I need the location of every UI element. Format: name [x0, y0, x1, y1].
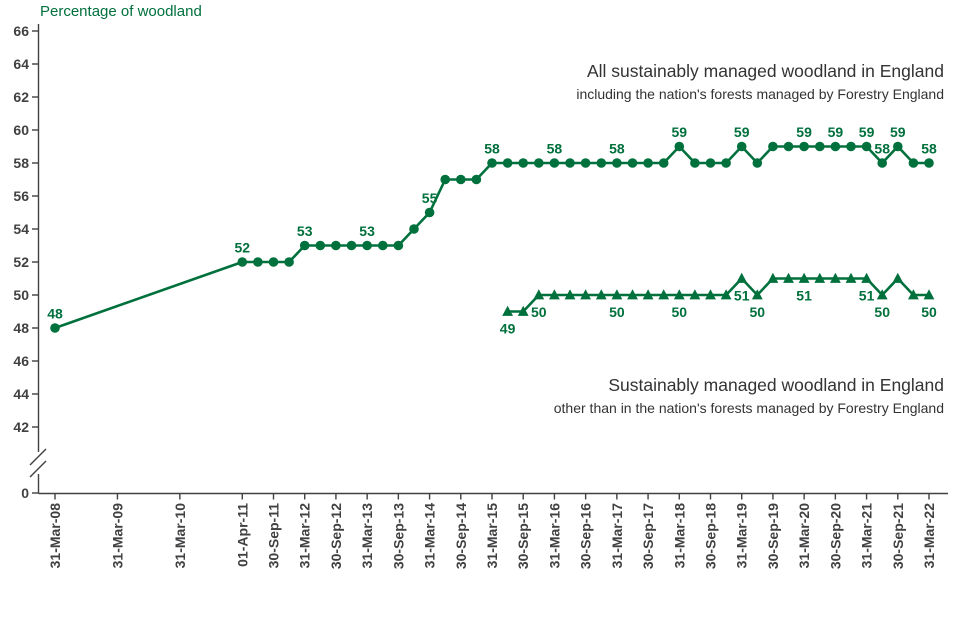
svg-text:60: 60 — [13, 122, 29, 138]
svg-text:59: 59 — [734, 124, 750, 140]
svg-text:59: 59 — [828, 124, 844, 140]
svg-text:55: 55 — [422, 190, 438, 206]
svg-text:30-Sep-19: 30-Sep-19 — [765, 503, 781, 569]
svg-text:59: 59 — [672, 124, 688, 140]
svg-text:59: 59 — [890, 124, 906, 140]
svg-text:50: 50 — [672, 304, 688, 320]
y-axis-title: Percentage of woodland — [40, 3, 202, 20]
series2-annotation-subtitle: other than in the nation's forests manag… — [553, 400, 944, 416]
x-tick-labels: 31-Mar-08 31-Mar-09 31-Mar-10 01-Apr-11 30-S… — [47, 503, 937, 569]
y-axis — [32, 24, 40, 494]
svg-text:64: 64 — [13, 56, 29, 72]
svg-text:52: 52 — [13, 254, 29, 270]
svg-text:58: 58 — [609, 141, 625, 157]
svg-text:50: 50 — [531, 304, 547, 320]
svg-text:46: 46 — [13, 353, 29, 369]
svg-text:50: 50 — [874, 304, 890, 320]
svg-text:58: 58 — [547, 141, 563, 157]
svg-text:30-Sep-21: 30-Sep-21 — [890, 503, 906, 569]
svg-text:51: 51 — [859, 288, 875, 304]
svg-text:30-Sep-18: 30-Sep-18 — [703, 503, 719, 569]
svg-text:30-Sep-12: 30-Sep-12 — [328, 503, 344, 569]
svg-text:49: 49 — [500, 321, 516, 337]
svg-text:42: 42 — [13, 419, 29, 435]
svg-text:30-Sep-14: 30-Sep-14 — [453, 503, 469, 569]
svg-text:59: 59 — [796, 124, 812, 140]
svg-text:0: 0 — [21, 485, 29, 501]
svg-text:54: 54 — [13, 221, 29, 237]
svg-text:48: 48 — [13, 320, 29, 336]
svg-text:30-Sep-20: 30-Sep-20 — [827, 503, 843, 569]
svg-text:51: 51 — [796, 288, 812, 304]
svg-text:31-Mar-20: 31-Mar-20 — [796, 503, 812, 569]
svg-text:50: 50 — [609, 304, 625, 320]
svg-text:31-Mar-18: 31-Mar-18 — [671, 503, 687, 569]
svg-text:31-Mar-21: 31-Mar-21 — [859, 503, 875, 569]
svg-text:50: 50 — [750, 304, 766, 320]
svg-text:51: 51 — [734, 288, 750, 304]
svg-text:01-Apr-11: 01-Apr-11 — [234, 503, 250, 567]
svg-text:50: 50 — [921, 304, 937, 320]
series1-annotation-title: All sustainably managed woodland in Engl… — [586, 61, 944, 81]
svg-text:58: 58 — [921, 141, 937, 157]
svg-text:31-Mar-17: 31-Mar-17 — [609, 503, 625, 569]
svg-text:52: 52 — [235, 240, 251, 256]
svg-text:30-Sep-15: 30-Sep-15 — [515, 503, 531, 569]
svg-text:62: 62 — [13, 89, 29, 105]
svg-text:58: 58 — [874, 141, 890, 157]
svg-text:30-Sep-16: 30-Sep-16 — [578, 503, 594, 569]
series2-annotation-title: Sustainably managed woodland in England — [608, 375, 944, 395]
svg-text:53: 53 — [297, 223, 313, 239]
svg-text:31-Mar-16: 31-Mar-16 — [546, 503, 562, 569]
svg-text:31-Mar-22: 31-Mar-22 — [921, 503, 937, 569]
svg-text:56: 56 — [13, 188, 29, 204]
svg-text:59: 59 — [859, 124, 875, 140]
svg-text:53: 53 — [359, 223, 375, 239]
svg-text:31-Mar-09: 31-Mar-09 — [109, 503, 125, 569]
series1-annotation-subtitle: including the nation's forests managed b… — [576, 86, 944, 102]
svg-text:58: 58 — [484, 141, 500, 157]
svg-text:31-Mar-10: 31-Mar-10 — [172, 503, 188, 569]
svg-text:31-Mar-15: 31-Mar-15 — [484, 503, 500, 569]
svg-text:48: 48 — [47, 306, 63, 322]
svg-text:31-Mar-14: 31-Mar-14 — [422, 503, 438, 569]
y-tick-labels: 66 64 62 60 58 56 54 52 50 48 46 44 42 0 — [13, 23, 29, 501]
svg-text:66: 66 — [13, 23, 29, 39]
svg-text:31-Mar-19: 31-Mar-19 — [734, 503, 750, 569]
svg-text:31-Mar-12: 31-Mar-12 — [297, 503, 313, 569]
svg-text:31-Mar-08: 31-Mar-08 — [47, 503, 63, 569]
svg-text:31-Mar-13: 31-Mar-13 — [359, 503, 375, 569]
svg-text:44: 44 — [13, 386, 29, 402]
svg-text:30-Sep-11: 30-Sep-11 — [266, 503, 282, 569]
svg-text:30-Sep-13: 30-Sep-13 — [390, 503, 406, 569]
svg-text:30-Sep-17: 30-Sep-17 — [640, 503, 656, 569]
x-axis — [38, 492, 948, 500]
svg-text:50: 50 — [13, 287, 29, 303]
svg-text:58: 58 — [13, 155, 29, 171]
y-axis-break-icon — [29, 448, 47, 478]
